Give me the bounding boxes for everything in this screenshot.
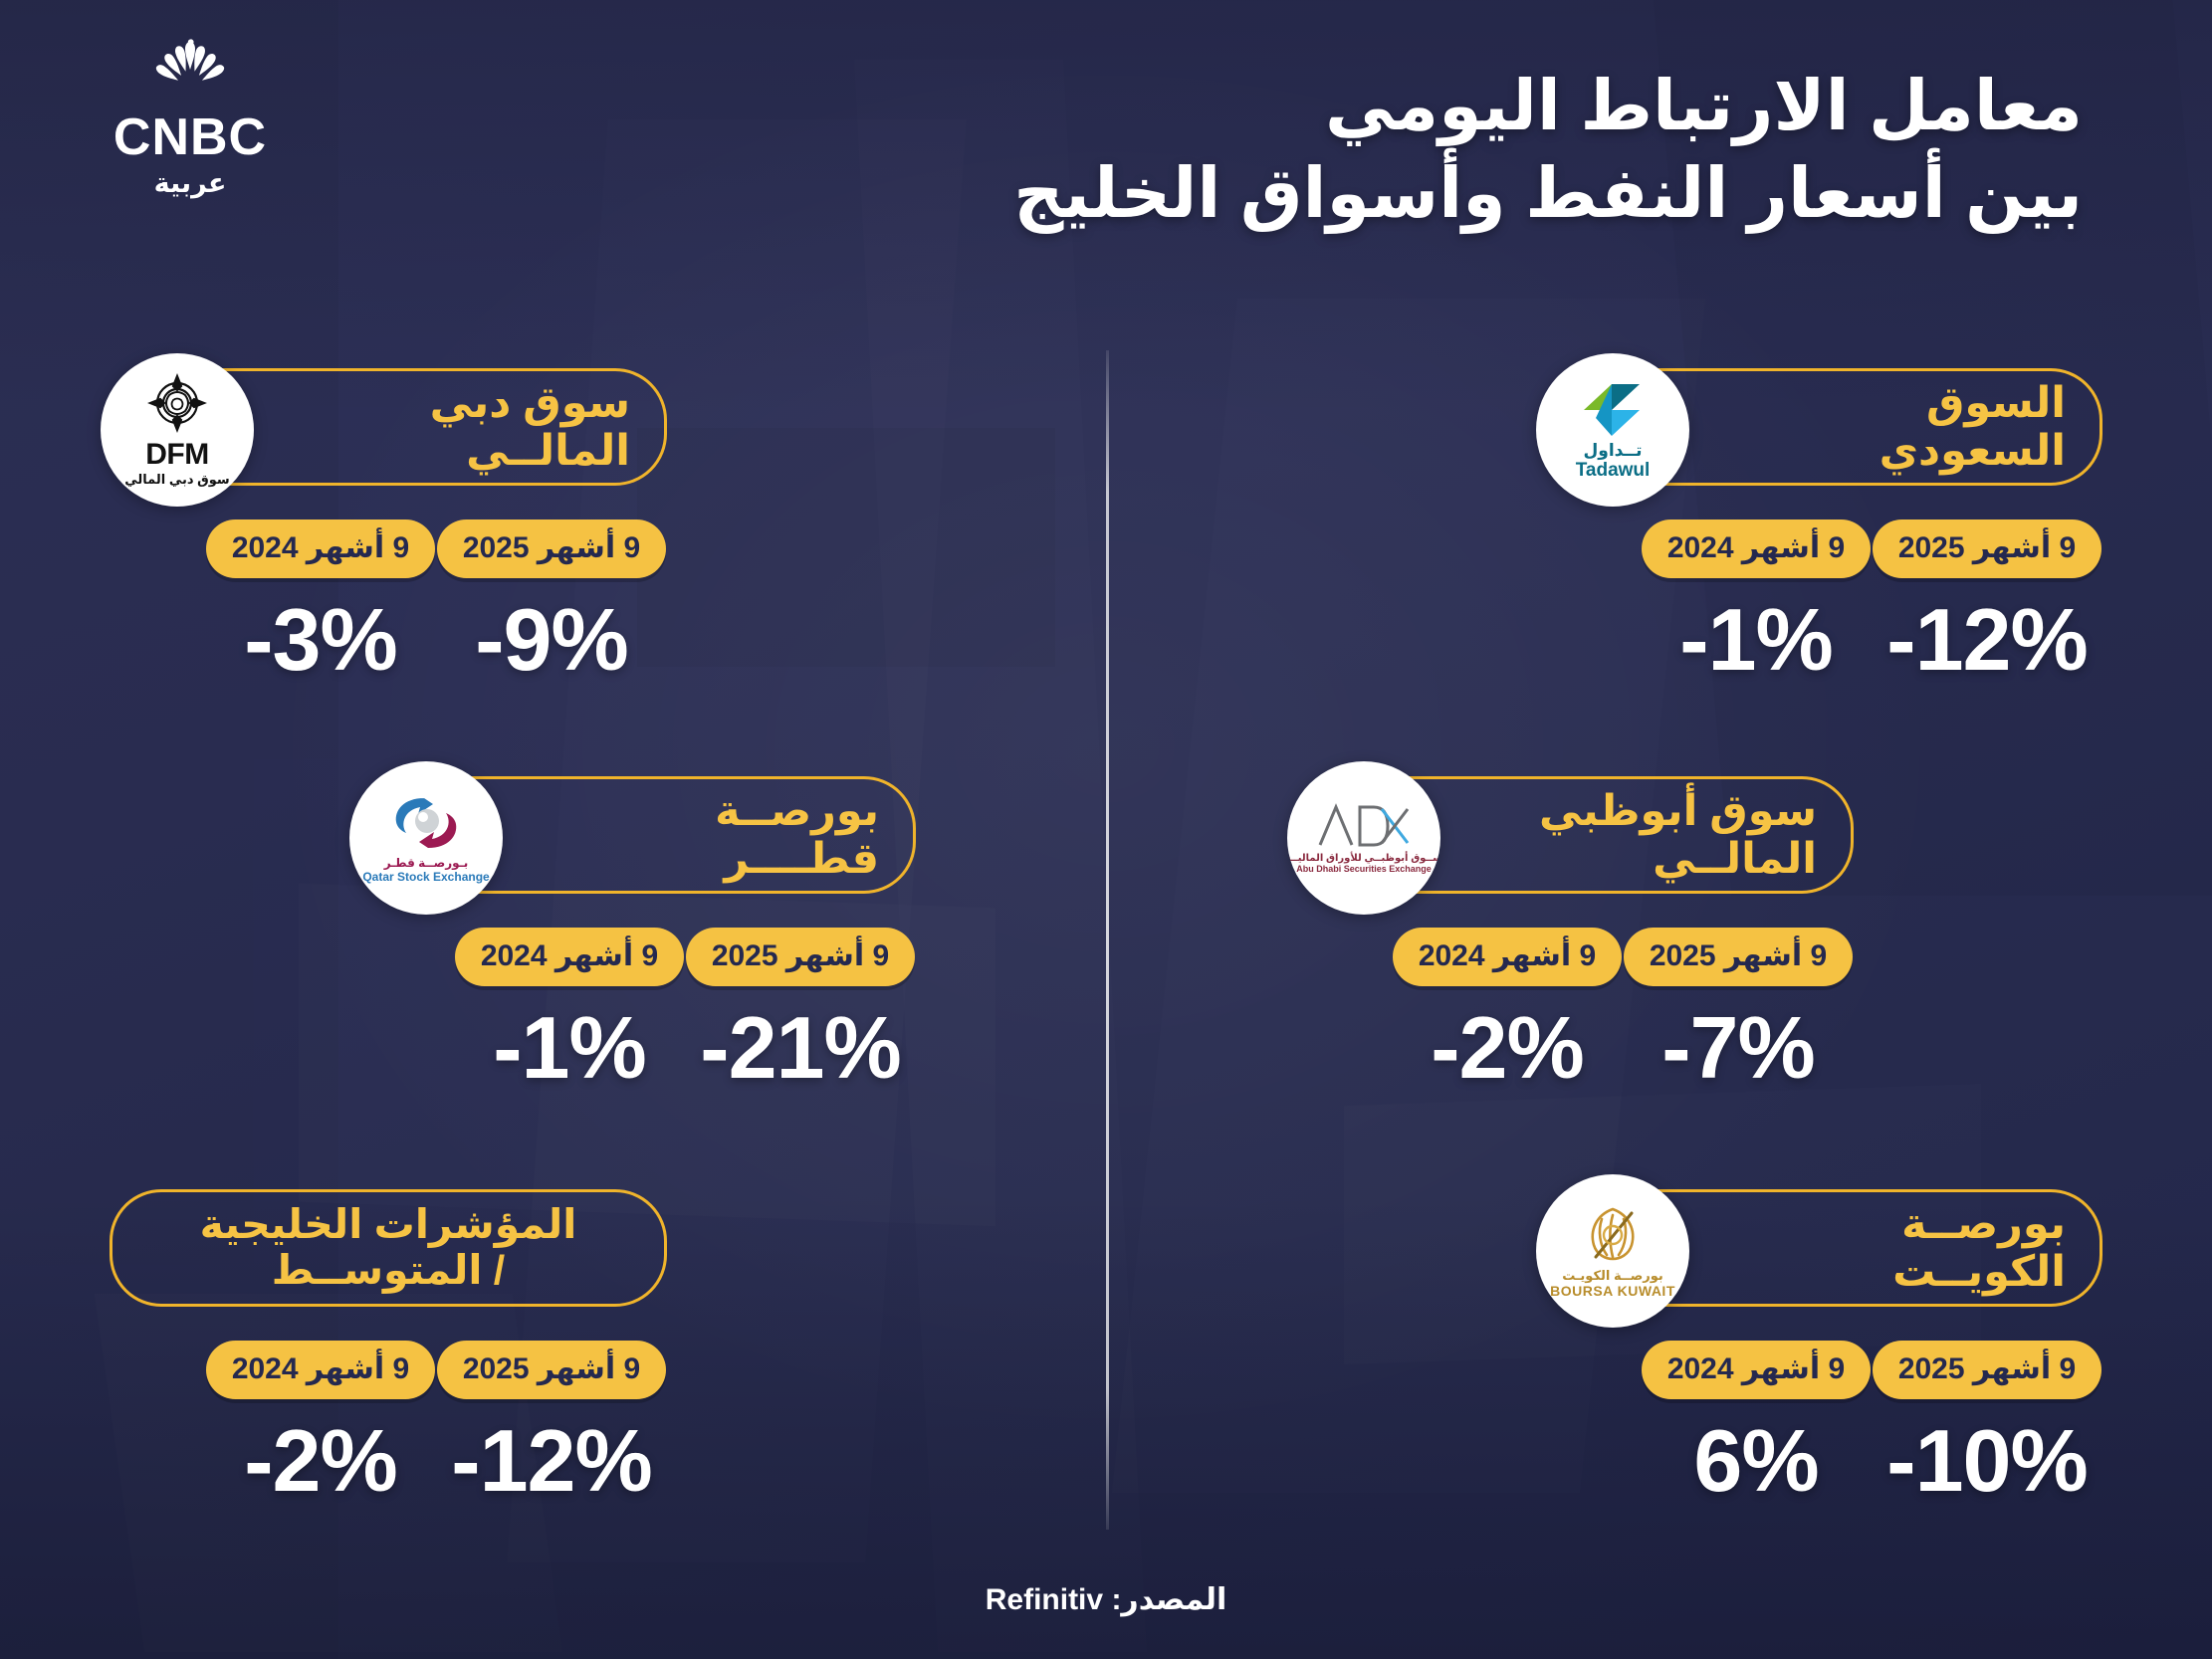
boursa-kuwait-mark-icon [1591, 1207, 1635, 1261]
tadawul-logo-text-ar: تــداول [1583, 441, 1643, 460]
card-header-dubai: سوق دبي المالــي DFM سوق دبي الما [101, 353, 667, 507]
tadawul-logo: تــداول Tadawul [1536, 353, 1689, 507]
title-line-1: معامل الارتباط اليومي [1324, 67, 2083, 144]
card-title-dubai: سوق دبي المالــي [429, 378, 630, 475]
stat-2024-dubai: 9 أشهر 2024 -3% [205, 519, 436, 684]
adx-logo-text-ar: ســوق أبوظبــي للأوراق الماليــة [1287, 853, 1440, 865]
source-line: المصدر: Refinitiv [0, 1582, 2212, 1617]
adx-mark-icon [1318, 803, 1410, 847]
stats-row-gcc-average: 9 أشهر 2025 -12% 9 أشهر 2024 -2% [110, 1341, 667, 1505]
stat-2025-adx: 9 أشهر 2025 -7% [1623, 928, 1854, 1092]
stat-2024-adx: 9 أشهر 2024 -2% [1392, 928, 1623, 1092]
market-card-adx: سوق أبوظبي المالــي ســوق أبوظبــي للأور… [1287, 761, 1854, 1092]
dfm-compass-icon [147, 373, 207, 433]
source-label: المصدر: [1111, 1583, 1227, 1616]
center-divider [1106, 350, 1109, 1530]
period-pill-2025: 9 أشهر 2025 [436, 1341, 667, 1399]
stats-row-dubai: 9 أشهر 2025 -9% 9 أشهر 2024 -3% [110, 519, 667, 684]
value-2024-gcc-average: -2% [244, 1411, 398, 1510]
card-header-gcc-average: المؤشرات الخليجية / المتوســط [110, 1189, 667, 1307]
adx-logo-text-en: Abu Dhabi Securities Exchange [1296, 864, 1432, 875]
market-card-dubai: سوق دبي المالــي DFM سوق دبي الما [101, 353, 667, 684]
period-pill-2024: 9 أشهر 2024 [1392, 928, 1623, 986]
stats-row-kuwait: 9 أشهر 2025 -10% 9 أشهر 2024 6% [1545, 1341, 2102, 1505]
card-header-qatar: بورصــة قطــــر بـورصــة قطـر Qatar Stoc… [349, 761, 916, 915]
card-header-adx: سوق أبوظبي المالــي ســوق أبوظبــي للأور… [1287, 761, 1854, 915]
stats-row-qatar: 9 أشهر 2025 -21% 9 أشهر 2024 -1% [358, 928, 916, 1092]
value-2024-saudi: -1% [1679, 590, 1834, 689]
stat-2025-dubai: 9 أشهر 2025 -9% [436, 519, 667, 684]
market-card-saudi: السوق السعودي تــداول Tadawul 9 أشهر 202… [1536, 353, 2102, 684]
period-pill-2025: 9 أشهر 2025 [1872, 519, 2102, 578]
value-2024-dubai: -3% [244, 590, 398, 689]
period-pill-2024: 9 أشهر 2024 [205, 519, 436, 578]
qatar-stock-exchange-logo: بـورصــة قطـر Qatar Stock Exchange [349, 761, 503, 915]
value-2025-kuwait: -10% [1886, 1411, 2088, 1510]
stat-2025-saudi: 9 أشهر 2025 -12% [1872, 519, 2102, 684]
card-title-kuwait: بورصــة الكويــت [1892, 1199, 2066, 1296]
card-title-gcc-average: المؤشرات الخليجية / المتوســط [199, 1201, 577, 1293]
stat-2024-gcc-average: 9 أشهر 2024 -2% [205, 1341, 436, 1505]
stat-2024-kuwait: 9 أشهر 2024 6% [1641, 1341, 1872, 1505]
period-pill-2025: 9 أشهر 2025 [1623, 928, 1854, 986]
card-title-qatar: بورصــة قطــــر [715, 786, 879, 883]
period-pill-2025: 9 أشهر 2025 [685, 928, 916, 986]
tadawul-logo-text-en: Tadawul [1575, 460, 1651, 481]
dfm-logo: DFM سوق دبي المالي [101, 353, 254, 507]
dfm-logo-text-en: DFM [145, 438, 209, 471]
cnbc-arabic-wordmark: عربية [153, 168, 227, 198]
title-line-2: بين أسعار النفط وأسواق الخليج [1013, 154, 2083, 233]
period-pill-2024: 9 أشهر 2024 [205, 1341, 436, 1399]
stat-2024-qatar: 9 أشهر 2024 -1% [454, 928, 685, 1092]
card-title-saudi: السوق السعودي [1879, 378, 2066, 475]
card-header-saudi: السوق السعودي تــداول Tadawul [1536, 353, 2102, 507]
stat-2025-gcc-average: 9 أشهر 2025 -12% [436, 1341, 667, 1505]
market-card-qatar: بورصــة قطــــر بـورصــة قطـر Qatar Stoc… [349, 761, 916, 1092]
adx-logo: ســوق أبوظبــي للأوراق الماليــة Abu Dha… [1287, 761, 1440, 915]
source-value: Refinitiv [985, 1583, 1104, 1616]
dfm-logo-text-ar: سوق دبي المالي [124, 472, 230, 487]
stat-2025-qatar: 9 أشهر 2025 -21% [685, 928, 916, 1092]
stat-2025-kuwait: 9 أشهر 2025 -10% [1872, 1341, 2102, 1505]
value-2025-saudi: -12% [1886, 590, 2088, 689]
boursa-kuwait-logo-text-en: BOURSA KUWAIT [1550, 1282, 1675, 1299]
stats-row-saudi: 9 أشهر 2025 -12% 9 أشهر 2024 -1% [1545, 519, 2102, 684]
boursa-kuwait-logo: بورصــة الكويـت BOURSA KUWAIT [1536, 1174, 1689, 1328]
value-2025-gcc-average: -12% [451, 1411, 652, 1510]
qse-swirl-icon [395, 793, 457, 852]
value-2025-dubai: -9% [475, 590, 629, 689]
tadawul-mark-icon [1584, 384, 1640, 436]
market-card-kuwait: بورصــة الكويــت بورصــة الكويـت BOURSA … [1536, 1174, 2102, 1505]
boursa-kuwait-logo-text-ar: بورصــة الكويـت [1562, 1267, 1663, 1283]
period-pill-2024: 9 أشهر 2024 [454, 928, 685, 986]
qse-logo-text-ar: بـورصــة قطـر [383, 855, 469, 870]
period-pill-2024: 9 أشهر 2024 [1641, 1341, 1872, 1399]
cnbc-arabia-logo: CNBC عربية [96, 38, 285, 212]
card-header-kuwait: بورصــة الكويــت بورصــة الكويـت BOURSA … [1536, 1174, 2102, 1328]
period-pill-2025: 9 أشهر 2025 [436, 519, 667, 578]
cnbc-wordmark: CNBC [112, 108, 268, 166]
stat-2024-saudi: 9 أشهر 2024 -1% [1641, 519, 1872, 684]
value-2024-qatar: -1% [493, 998, 647, 1097]
card-title-adx: سوق أبوظبي المالــي [1538, 786, 1817, 883]
stats-row-adx: 9 أشهر 2025 -7% 9 أشهر 2024 -2% [1296, 928, 1854, 1092]
page-title: معامل الارتباط اليومي بين أسعار النفط وأ… [729, 62, 2083, 237]
nbc-peacock-icon [155, 39, 225, 81]
value-2024-kuwait: 6% [1693, 1411, 1819, 1510]
value-2025-adx: -7% [1661, 998, 1816, 1097]
value-2025-qatar: -21% [700, 998, 901, 1097]
period-pill-2024: 9 أشهر 2024 [1641, 519, 1872, 578]
qse-logo-text-en: Qatar Stock Exchange [362, 869, 490, 884]
value-2024-adx: -2% [1431, 998, 1585, 1097]
period-pill-2025: 9 أشهر 2025 [1872, 1341, 2102, 1399]
market-card-gcc-average: المؤشرات الخليجية / المتوســط 9 أشهر 202… [110, 1189, 667, 1505]
